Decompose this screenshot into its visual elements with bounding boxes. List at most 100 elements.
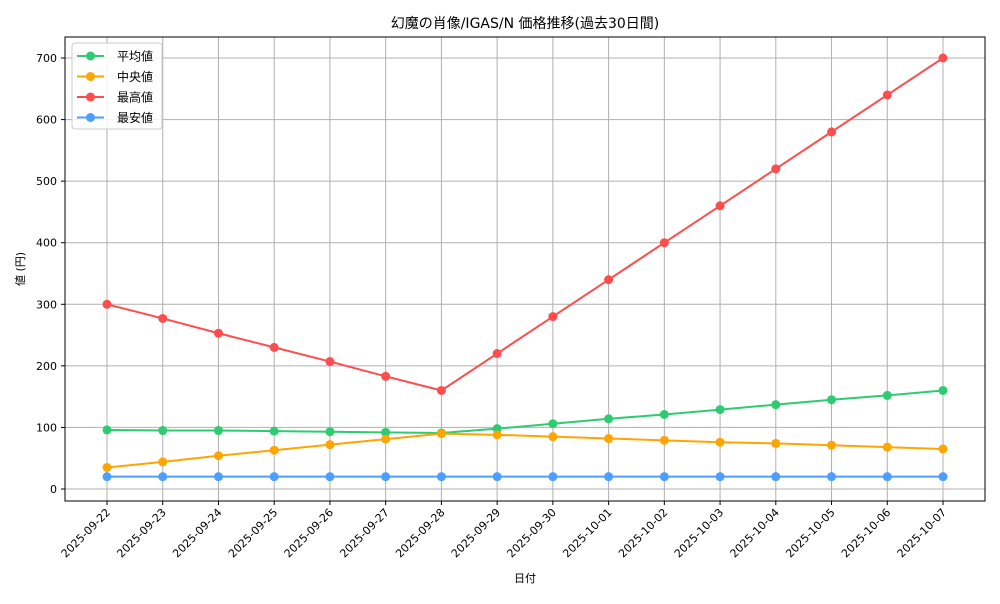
legend-item: 最安値	[77, 110, 153, 125]
data-point-marker	[882, 390, 892, 400]
x-tick-label: 2025-10-05	[783, 506, 837, 560]
data-point-marker	[269, 472, 279, 482]
y-axis-label: 値 (円)	[14, 252, 27, 286]
data-point-marker	[771, 472, 781, 482]
data-point-marker	[492, 472, 502, 482]
data-point-marker	[715, 472, 725, 482]
x-tick-label: 2025-10-01	[560, 506, 614, 560]
x-tick-label: 2025-09-30	[505, 506, 559, 560]
data-point-marker	[381, 427, 391, 437]
data-point-marker	[659, 435, 669, 445]
data-point-marker	[548, 312, 558, 322]
y-axis: 0 100 200 300 400 500 600 700	[36, 52, 65, 496]
data-point-marker	[882, 442, 892, 452]
x-tick-label: 2025-09-29	[449, 506, 503, 560]
data-point-marker	[158, 472, 168, 482]
x-tick-label: 2025-09-24	[170, 506, 224, 560]
legend-marker-icon	[86, 113, 95, 122]
y-tick-label: 400	[36, 237, 57, 250]
data-point-marker	[436, 472, 446, 482]
data-point-marker	[381, 371, 391, 381]
y-tick-label: 0	[50, 483, 57, 496]
legend-label: 最高値	[117, 90, 153, 105]
legend-item: 中央値	[77, 69, 153, 84]
data-point-marker	[882, 90, 892, 100]
data-point-marker	[325, 427, 335, 437]
data-point-marker	[882, 472, 892, 482]
data-point-marker	[659, 238, 669, 248]
legend-label: 平均値	[117, 49, 153, 64]
x-tick-label: 2025-09-28	[393, 506, 447, 560]
data-point-marker	[102, 472, 112, 482]
plot-frame	[64, 36, 986, 502]
data-point-marker	[381, 472, 391, 482]
data-point-marker	[827, 472, 837, 482]
data-point-marker	[715, 405, 725, 415]
data-point-marker	[158, 313, 168, 323]
y-tick-label: 300	[36, 298, 57, 311]
data-point-marker	[492, 430, 502, 440]
grid-lines	[65, 37, 985, 501]
data-point-marker	[938, 444, 948, 454]
series-line	[106, 57, 944, 392]
legend-marker-icon	[86, 72, 95, 81]
data-point-marker	[213, 328, 223, 338]
data-point-marker	[325, 357, 335, 367]
data-point-marker	[938, 385, 948, 395]
series-line	[106, 432, 944, 469]
legend-label: 中央値	[117, 69, 153, 84]
data-point-marker	[436, 385, 446, 395]
series-1	[102, 429, 948, 472]
data-point-marker	[827, 395, 837, 405]
series-3	[102, 472, 948, 482]
data-point-marker	[938, 53, 948, 63]
y-tick-label: 700	[36, 52, 57, 65]
x-tick-label: 2025-10-02	[616, 506, 670, 560]
legend-marker-icon	[86, 92, 95, 102]
data-point-marker	[158, 426, 168, 436]
series-0	[102, 385, 948, 438]
x-tick-label: 2025-09-22	[59, 506, 113, 560]
data-point-marker	[492, 424, 502, 434]
legend-marker-icon	[86, 51, 95, 61]
data-point-marker	[715, 201, 725, 211]
series-2	[102, 53, 948, 395]
series-line	[106, 389, 944, 434]
data-point-marker	[827, 440, 837, 450]
x-tick-label: 2025-10-06	[839, 506, 893, 560]
x-tick-label: 2025-10-03	[672, 506, 726, 560]
data-point-marker	[213, 451, 223, 461]
y-tick-label: 100	[36, 421, 57, 434]
y-tick-label: 500	[36, 175, 57, 188]
data-point-marker	[158, 457, 168, 467]
y-tick-label: 200	[36, 360, 57, 373]
data-point-marker	[604, 275, 614, 285]
x-tick-label: 2025-09-23	[114, 506, 168, 560]
data-point-marker	[269, 445, 279, 455]
data-point-marker	[771, 164, 781, 174]
data-point-marker	[659, 409, 669, 419]
data-point-marker	[548, 419, 558, 429]
data-point-marker	[213, 426, 223, 436]
x-tick-label: 2025-09-25	[226, 506, 280, 560]
data-point-marker	[102, 462, 112, 472]
data-point-marker	[938, 472, 948, 482]
data-point-marker	[325, 440, 335, 450]
legend-label: 最安値	[117, 110, 153, 125]
x-axis: 2025-09-22 2025-09-23 2025-09-24 2025-09-25…	[59, 501, 949, 560]
data-point-marker	[492, 349, 502, 359]
data-point-marker	[659, 472, 669, 482]
data-point-marker	[548, 432, 558, 442]
legend-item: 最高値	[77, 90, 153, 105]
data-point-marker	[771, 400, 781, 410]
data-series	[102, 53, 948, 482]
data-point-marker	[381, 434, 391, 444]
x-tick-label: 2025-10-07	[895, 506, 949, 560]
x-tick-label: 2025-09-26	[282, 506, 336, 560]
data-point-marker	[269, 342, 279, 352]
legend-item: 平均値	[77, 49, 153, 64]
y-tick-label: 600	[36, 114, 57, 127]
data-point-marker	[771, 438, 781, 448]
